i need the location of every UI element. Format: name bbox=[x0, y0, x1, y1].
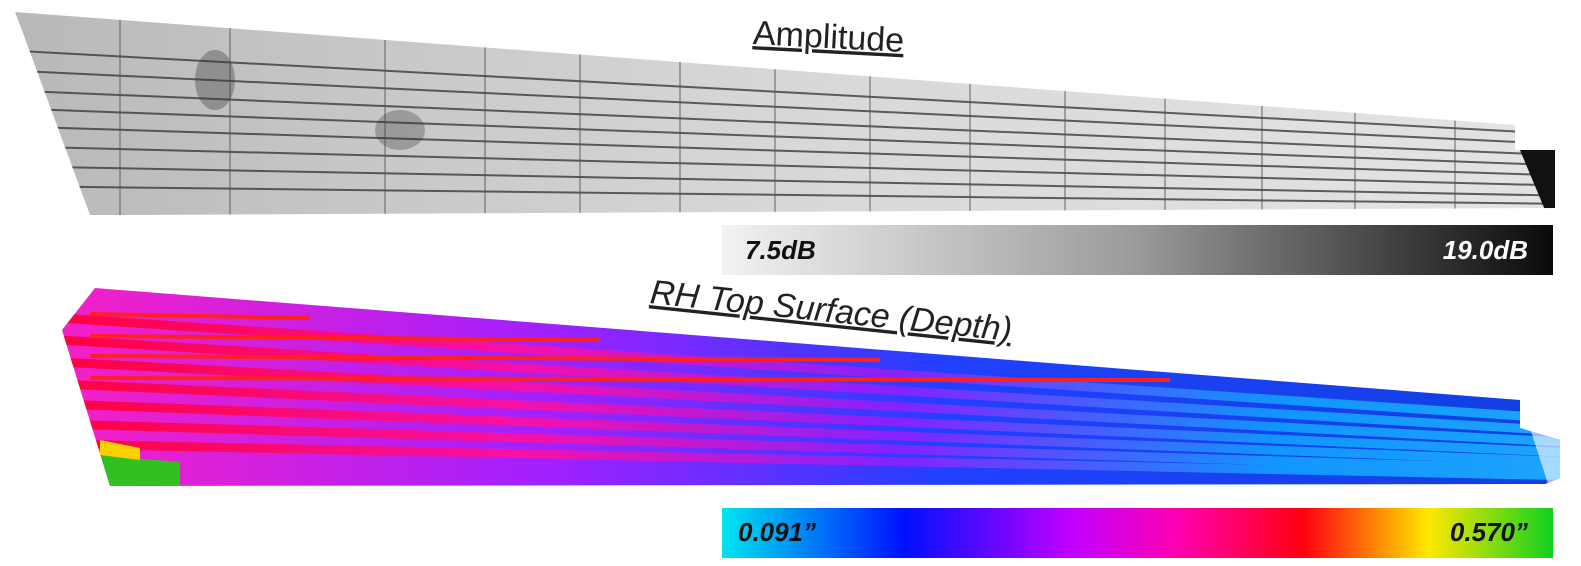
scale-max-label: 19.0dB bbox=[1443, 235, 1528, 265]
color-scale bbox=[722, 508, 1553, 558]
panel-title: Amplitude bbox=[752, 14, 905, 60]
scale-min-label: 0.091” bbox=[738, 517, 816, 547]
scale-min-label: 7.5dB bbox=[745, 235, 816, 265]
color-scale bbox=[722, 225, 1553, 275]
scale-max-label: 0.570” bbox=[1450, 517, 1528, 547]
